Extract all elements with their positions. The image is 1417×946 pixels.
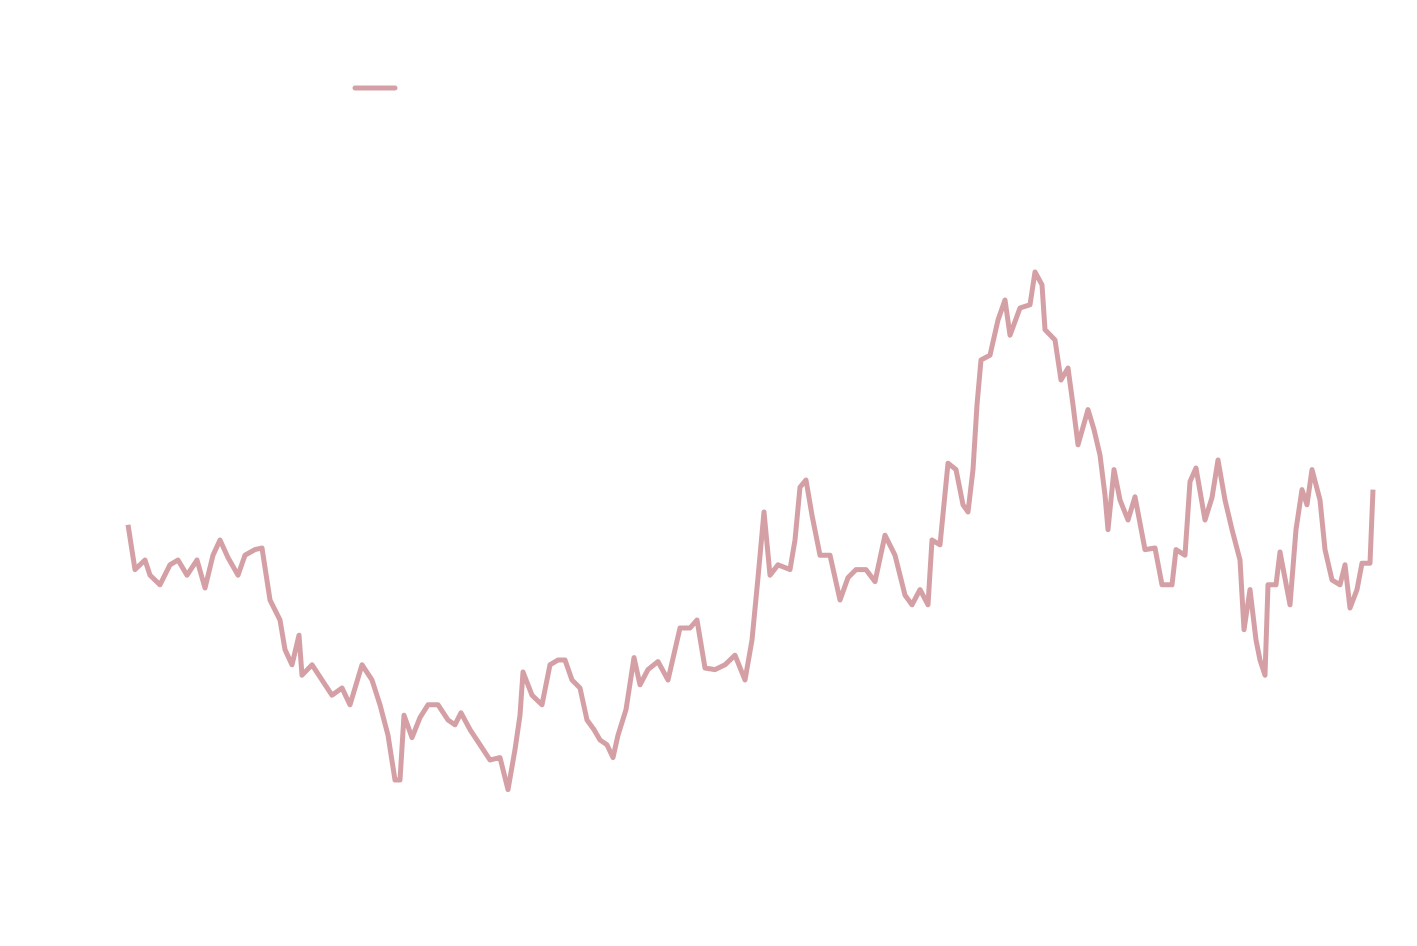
data-line xyxy=(125,269,1376,793)
